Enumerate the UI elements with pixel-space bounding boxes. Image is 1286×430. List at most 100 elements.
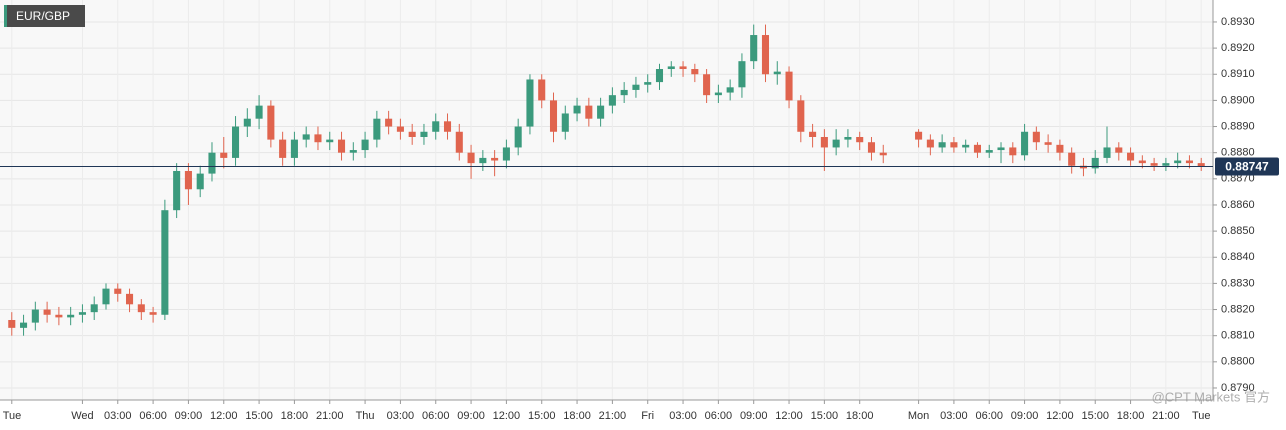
x-tick-label: 15:00 [528,410,556,422]
candle-body [538,79,546,101]
candle-body [797,100,805,132]
candle-body [326,139,334,143]
y-tick-label: 0.8920 [1221,42,1255,54]
candle-body [267,105,275,140]
candle-body [985,150,993,153]
candle-body [479,157,487,164]
candle-body [8,320,16,328]
candle-body [714,92,722,96]
x-tick-label: Tue [3,410,22,422]
candle-body [915,131,923,140]
candle-body [785,71,793,101]
candle-body [1185,160,1193,164]
y-tick-label: 0.8860 [1221,199,1255,211]
x-tick-label: 18:00 [1117,410,1145,422]
candle-body [467,152,475,164]
x-tick-label: 03:00 [669,410,697,422]
x-tick-label: 06:00 [139,410,167,422]
candle-body [738,61,746,88]
candle-body [620,89,628,96]
candle-body [396,126,404,132]
y-tick-label: 0.8880 [1221,147,1255,159]
candle-body [337,139,346,153]
candle-body [455,131,463,153]
x-tick-label: 06:00 [705,410,733,422]
candle-body [408,131,416,137]
candle-body [973,144,981,153]
candle-body [279,139,287,158]
candle-body [502,147,510,161]
candle-body [314,134,322,143]
candle-body [1068,152,1076,166]
candle-body [820,136,828,148]
candle-body [938,142,946,148]
y-tick-label: 0.8810 [1221,330,1255,342]
y-tick-label: 0.8800 [1221,356,1255,368]
plot-background [0,0,1213,400]
title-accent [4,5,7,27]
candle-body [184,170,192,190]
candle-body [655,69,664,83]
x-tick-label: 12:00 [493,410,521,422]
x-tick-label: 03:00 [387,410,415,422]
x-tick-label: 15:00 [811,410,839,422]
candle-body [844,136,852,140]
x-tick-label: 21:00 [316,410,344,422]
candle-body [879,152,887,156]
x-tick-label: 12:00 [775,410,803,422]
title-box [4,5,85,27]
candle-body [856,136,864,143]
candle-body [1162,163,1170,166]
x-tick-label: Mon [908,410,929,422]
candle-body [726,87,734,93]
x-tick-label: 06:00 [975,410,1003,422]
candle-body [196,173,204,190]
y-tick-label: 0.8820 [1221,303,1255,315]
candle-body [220,152,228,158]
candle-body [1044,142,1052,145]
candle-body [67,314,75,318]
candle-body [114,288,122,294]
candle-body [561,113,569,132]
candle-body [750,35,758,62]
candle-body [950,142,958,148]
candle-body [832,139,840,148]
candle-body [361,139,369,151]
candle-body [1021,131,1029,156]
candle-body [43,309,51,315]
candle-body [90,304,98,313]
candle-body [1032,131,1040,143]
candle-body [1138,160,1146,164]
candle-body [526,79,534,127]
candle-body [1197,163,1205,167]
y-tick-label: 0.8900 [1221,94,1255,106]
x-tick-label: 21:00 [1152,410,1180,422]
candle-body [1115,147,1123,153]
chart-title: EUR/GBP [16,9,70,23]
candle-body [161,210,169,315]
x-tick-label: 12:00 [210,410,238,422]
candle-body [373,118,381,140]
x-tick-label: Wed [71,410,93,422]
candle-body [761,35,770,75]
x-tick-label: 18:00 [846,410,874,422]
candle-body [290,139,298,158]
x-tick-label: 09:00 [1011,410,1039,422]
candle-body [102,288,110,305]
candle-body [608,95,616,106]
candle-body [585,105,593,119]
watermark: @CPT Markets 官方 [1152,389,1270,404]
y-tick-label: 0.8890 [1221,120,1255,132]
candle-body [55,314,63,318]
x-tick-label: 09:00 [457,410,485,422]
x-tick-label: 21:00 [599,410,627,422]
y-tick-label: 0.8930 [1221,16,1255,28]
candle-body [137,304,145,313]
candle-body [632,84,640,90]
x-tick-label: 09:00 [175,410,203,422]
candle-body [773,71,781,75]
y-tick-label: 0.8840 [1221,251,1255,263]
candle-body [1127,152,1135,161]
candle-body [962,144,970,148]
candle-body [1056,144,1064,153]
